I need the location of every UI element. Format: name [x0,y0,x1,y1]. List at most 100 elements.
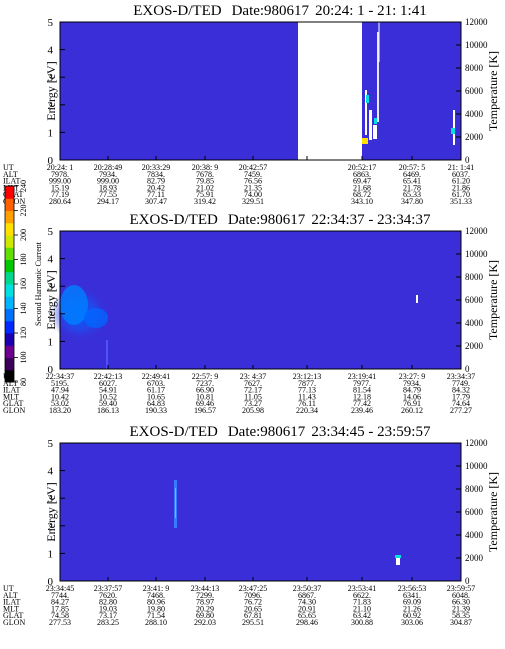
panel-1-hotspot [451,128,455,134]
orbit-row-label: ALT [3,170,18,179]
orbit-cell: 23:37:57 [94,584,122,593]
right-tick-label: 0 [465,155,470,165]
orbit-cell: 23:12:13 [293,372,321,381]
orbit-cell: 59.40 [99,399,117,408]
panel-3-streak [175,488,176,518]
orbit-cell: 20.42 [147,183,165,192]
orbit-cell: 20:52:17 [348,163,376,172]
right-tick-label: 8000 [465,63,484,73]
right-tick-label: 6000 [465,86,484,96]
orbit-cell: 69.80 [196,611,214,620]
orbit-cell: 21.78 [403,183,421,192]
colorbar-swatch [5,296,14,309]
orbit-cell: 82.80 [99,598,117,607]
orbit-row-label: ALT [3,379,18,388]
colorbar-ticks: 80 100 120 140 160 180 200 220 240 [14,180,28,386]
orbit-cell: 78.97 [196,598,214,607]
colorbar-swatch [5,235,14,248]
orbit-cell: 22:49:41 [142,372,170,381]
orbit-cell: 283.25 [97,618,119,627]
orbit-cell: 6703. [147,379,165,388]
panel-1-streak [373,125,377,139]
orbit-cell: 12.18 [353,392,371,401]
orbit-cell: 75.91 [196,190,214,199]
orbit-cell: 61.20 [452,177,470,186]
orbit-cell: 21.86 [452,183,470,192]
orbit-cell: 74.30 [298,598,316,607]
panel-2: EXOS-D/TED Date:980617 22:34:37 - 23:34:37… [3,212,500,415]
orbit-cell: 7934. [99,170,117,179]
colorbar-swatch [5,222,14,236]
orbit-cell: 47.94 [51,386,69,395]
panel-1-hotspot [366,95,369,103]
colorbar-swatch [5,247,14,260]
left-tick-label: 5 [48,438,54,450]
orbit-cell: 18.93 [99,183,117,192]
orbit-cell: 54.91 [99,386,117,395]
panel-3-spectrogram [60,443,461,581]
panel-2-ylabel-left: Energy [eV] [44,270,58,329]
orbit-cell: 22:42:13 [94,372,122,381]
orbit-cell: 6867. [298,591,316,600]
orbit-cell: 69.09 [403,598,421,607]
panel-3-hotspot [396,557,400,565]
panel-3: EXOS-D/TED Date:980617 23:34:45 - 23:59:57… [3,424,500,627]
orbit-cell: 68.72 [353,190,371,199]
orbit-row-label: UT [3,163,14,172]
orbit-cell: 329.51 [242,197,264,206]
colorbar-swatch [5,271,14,285]
orbit-row-label: GLAT [3,399,24,408]
orbit-cell: 69.47 [353,177,371,186]
orbit-cell: 61.17 [147,386,165,395]
panel-1-title: EXOS-D/TED Date:980617 20:24: 1 - 21: 1:41 [133,3,426,19]
orbit-cell: 21.02 [196,183,214,192]
right-tick-label: 12000 [465,17,488,27]
orbit-cell: 6622. [353,591,371,600]
panel-1-ylabel-left: Energy [eV] [44,61,58,120]
orbit-cell: 190.33 [145,406,167,415]
right-tick-label: 8000 [465,484,484,494]
orbit-cell: 60.92 [403,611,421,620]
panel-1-spectrogram [60,22,461,160]
panel-1-features [362,22,455,145]
colorbar-swatch [5,357,14,371]
orbit-cell: 79.85 [196,177,214,186]
orbit-cell: 304.87 [450,618,472,627]
right-tick-label: 2000 [465,341,484,351]
orbit-cell: 7237. [196,379,214,388]
panel-2-right-ticks: 0 2000 4000 6000 8000 10000 12000 [456,226,488,374]
orbit-cell: 7749. [452,379,470,388]
right-tick-label: 10000 [465,40,488,50]
colorbar-tick-label: 180 [19,254,28,266]
orbit-cell: 307.47 [145,197,167,206]
right-tick-label: 0 [465,364,470,374]
orbit-cell: 76.11 [298,399,316,408]
colorbar-swatch [5,320,14,334]
orbit-cell: 7978. [51,170,69,179]
left-tick-label: 2 [48,100,54,112]
orbit-cell: 20:24: 1 [47,163,73,172]
orbit-cell: 53.02 [51,399,69,408]
panel-1-right-ticks: 0 2000 4000 6000 8000 10000 12000 [456,17,488,165]
panel-1-streak [453,110,455,145]
orbit-row-label: ILAT [3,598,20,607]
panel-1-streak [378,22,380,62]
orbit-cell: 19.03 [99,604,117,613]
left-tick-label: 2 [48,521,54,533]
orbit-row-label: ILAT [3,177,20,186]
orbit-cell: 7934. [403,379,421,388]
orbit-cell: 7627. [244,379,262,388]
orbit-cell: 319.42 [194,197,216,206]
orbit-cell: 277.27 [450,406,472,415]
orbit-cell: 63.42 [353,611,371,620]
orbit-cell: 77.42 [353,399,371,408]
colorbar-swatch [5,284,14,297]
orbit-cell: 84.32 [452,386,470,395]
panel-1-ylabel-right: Temperature [K] [486,51,500,131]
orbit-cell: 6048. [452,591,470,600]
panel-1-hotspot [362,138,368,144]
orbit-cell: 22:57: 9 [192,372,218,381]
orbit-cell: 6037. [452,170,470,179]
orbit-cell: 7744. [51,591,69,600]
orbit-cell: 17.85 [51,604,69,613]
